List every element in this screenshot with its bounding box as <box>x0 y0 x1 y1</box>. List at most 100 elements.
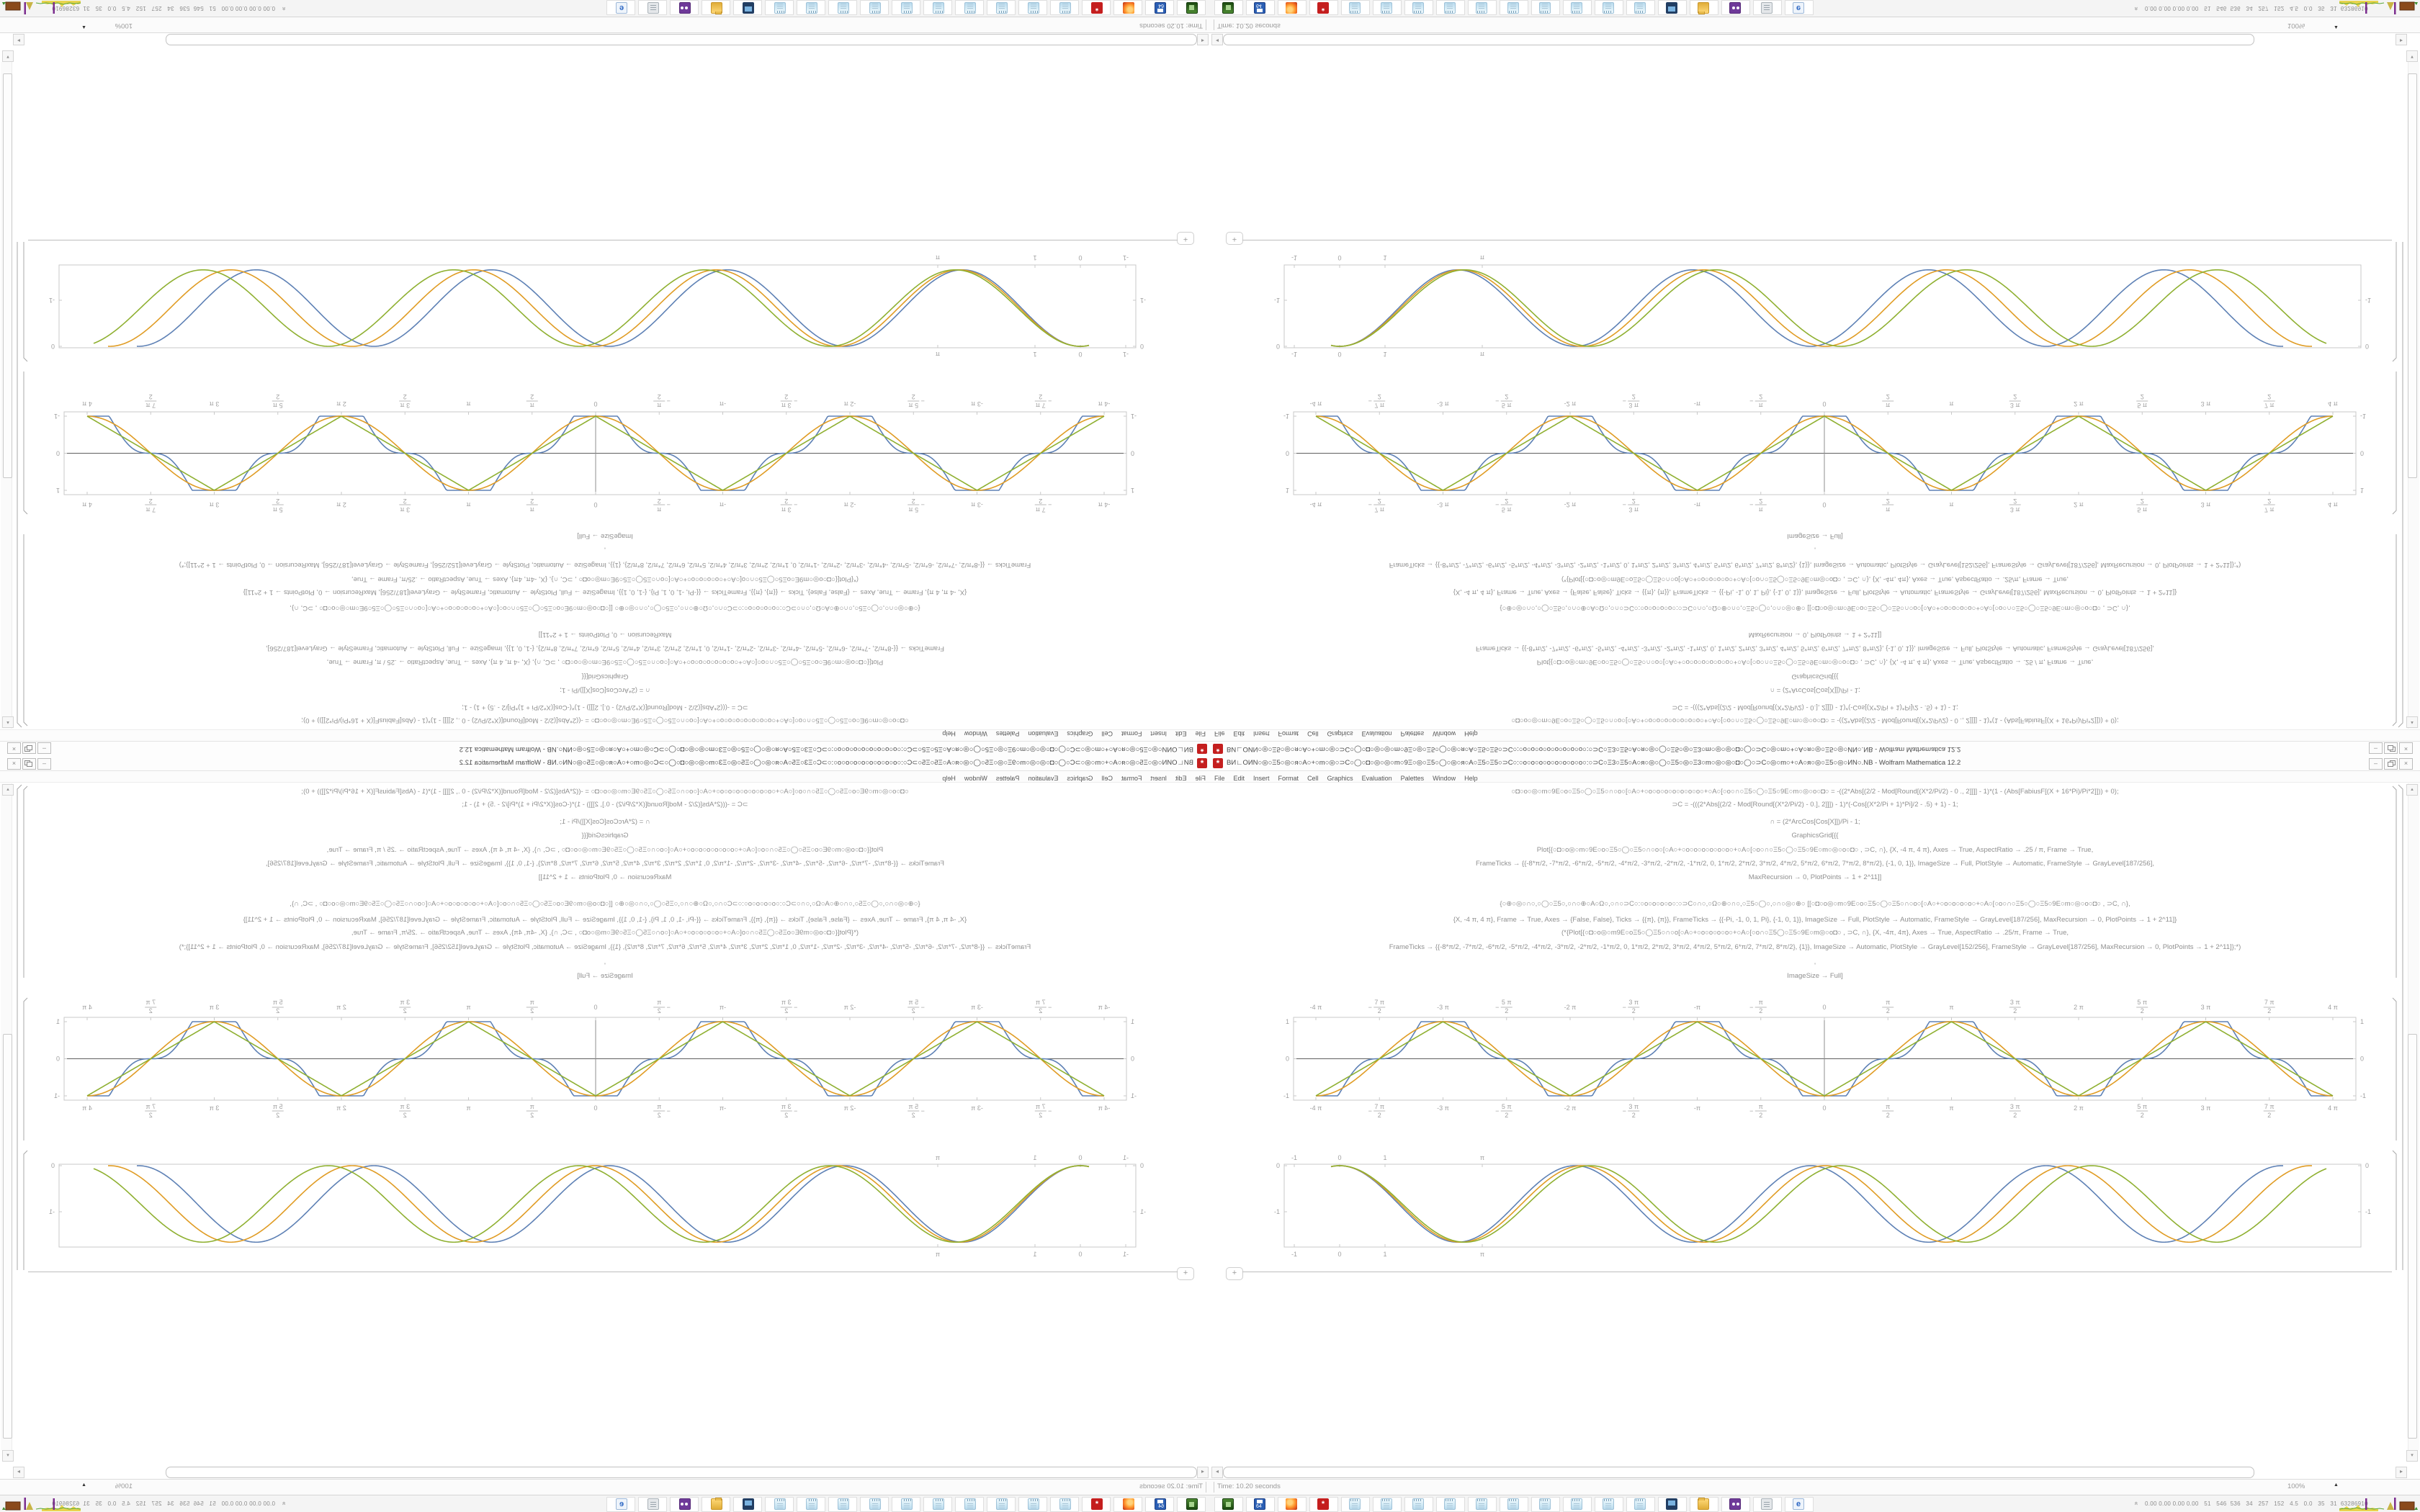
taskbar-item-explorer-blue[interactable]: e <box>1785 0 1814 15</box>
taskbar-item-owl-purple[interactable] <box>670 0 699 15</box>
minimize-button[interactable]: – <box>2369 742 2383 754</box>
taskbar-item-notebook-file[interactable] <box>797 1497 825 1512</box>
taskbar-item-notebook-file[interactable] <box>1468 1497 1497 1512</box>
window-title-bar[interactable]: * BИ∟ОИΝ○◎○Ξ5○◎○я○A○+○m○◎○⊃C○◯○◘○◎○◎○m○9… <box>0 741 1210 756</box>
taskbar-item-firefox-browser[interactable] <box>1278 0 1307 15</box>
code-line[interactable]: (*{Plot[{○◘○o◎○m9Ε○oΞ5○◯Ξ5○∩○o[○Α○+○o○o○… <box>351 929 859 937</box>
vertical-scrollbar-thumb[interactable] <box>2408 1034 2417 1439</box>
menu-item-cell[interactable]: Cell <box>1101 775 1113 782</box>
taskbar-item-notebook-file[interactable] <box>1563 0 1592 15</box>
code-line[interactable]: ○◘○o○◎○m○9Ε○o○Ξ5○◯○Ξ5○∩○o○[○Α○+○o○o○o○o○… <box>1511 716 2119 724</box>
menu-item-file[interactable]: File <box>1195 730 1206 737</box>
taskbar-item-folder-yellow[interactable] <box>1690 1497 1718 1512</box>
menu-item-graphics[interactable]: Graphics <box>1067 730 1093 737</box>
code-line[interactable]: ∩ = (2*ArcCos[Cos[X]])/Pi - 1; <box>560 818 650 826</box>
taskbar-item-explorer-blue[interactable]: e <box>1785 1497 1814 1512</box>
minimize-button[interactable]: – <box>2369 758 2383 770</box>
minimize-button[interactable]: – <box>37 758 51 770</box>
code-line[interactable]: {X, -4 π, 4 π}, Frame → True, Axes → {Fa… <box>243 916 967 924</box>
taskbar-item-notebook-file[interactable] <box>860 1497 889 1512</box>
taskbar-item-floppy-64[interactable] <box>1145 0 1174 15</box>
code-line[interactable]: MaxRecursion → 0, PlotPoints → 1 + 2^11]… <box>538 873 672 881</box>
code-line[interactable]: MaxRecursion → 0, PlotPoints → 1 + 2^11]… <box>1748 873 1882 881</box>
vertical-scrollbar[interactable]: ▴ ▾ <box>1 783 14 1462</box>
menu-item-format[interactable]: Format <box>1278 775 1299 782</box>
taskbar-item-notebook-file[interactable] <box>828 1497 857 1512</box>
menu-item-file[interactable]: File <box>1195 775 1206 782</box>
code-line[interactable]: GraphicsGrid[{{ <box>1791 832 1839 840</box>
vertical-scrollbar[interactable]: ▴ ▾ <box>2406 50 2419 729</box>
menu-item-window[interactable]: Window <box>1433 775 1456 782</box>
taskbar-item-mathematica[interactable]: * <box>1082 0 1111 15</box>
code-line[interactable]: MaxRecursion → 0, PlotPoints → 1 + 2^11]… <box>1748 631 1882 639</box>
code-line[interactable]: FrameTicks → {{-8*π/2, -7*π/2, -6*π/2, -… <box>179 561 1031 569</box>
scroll-left-arrow[interactable]: ◂ <box>1197 1467 1209 1478</box>
taskbar-item-notebook-file[interactable] <box>1373 0 1402 15</box>
code-line[interactable]: ○◘○o○◎○m○9Ε○o○Ξ5○◯○Ξ5○∩○o○[○Α○+○o○o○o○o○… <box>301 788 909 796</box>
scroll-right-arrow[interactable]: ▸ <box>13 34 24 45</box>
horizontal-scrollbar[interactable]: ◂ ▸ <box>0 1466 1210 1479</box>
code-line[interactable]: {X, -4 π, 4 π}, Frame → True, Axes → {Fa… <box>1453 916 2177 924</box>
vertical-scrollbar-thumb[interactable] <box>3 1034 12 1439</box>
horizontal-scrollbar[interactable]: ◂ ▸ <box>1210 1466 2420 1479</box>
code-line[interactable]: (*{Plot[{○◘○o◎○m9Ε○oΞ5○◯Ξ5○∩○o[○Α○+○o○o○… <box>1561 929 2069 937</box>
magnification-value[interactable]: 100% <box>2287 22 2305 30</box>
menu-item-file[interactable]: File <box>1214 730 1225 737</box>
menu-item-window[interactable]: Window <box>964 775 987 782</box>
horizontal-scrollbar-thumb[interactable] <box>166 34 1197 45</box>
tray-expand-icon[interactable]: « <box>279 1501 287 1506</box>
scroll-up-arrow[interactable]: ▴ <box>2406 784 2418 796</box>
magnification-dropdown-icon[interactable]: ▲ <box>81 1482 86 1488</box>
magnification-value[interactable]: 100% <box>115 1482 133 1490</box>
code-line[interactable]: (*{Plot[{○◘○o◎○m9Ε○oΞ5○◯Ξ5○∩○o[○Α○+○o○o○… <box>351 575 859 583</box>
menu-item-insert[interactable]: Insert <box>1150 775 1167 782</box>
menu-item-window[interactable]: Window <box>1433 730 1456 737</box>
insert-cell-button[interactable]: + <box>1226 232 1243 245</box>
maximize-button[interactable] <box>2384 758 2398 770</box>
code-line[interactable]: Plot[{○◘○o◎○m○9Ε○o○Ξ5○◯○Ξ5○∩○o○[○Α○+○o○o… <box>326 846 884 854</box>
scroll-right-arrow[interactable]: ▸ <box>13 1467 24 1478</box>
taskbar-item-notebook-file[interactable] <box>955 0 984 15</box>
magnification-dropdown-icon[interactable]: ▲ <box>2334 24 2339 30</box>
code-line[interactable]: ImageSize → Full] <box>577 532 633 540</box>
notebook-content[interactable]: ○◘○o○◎○m○9Ε○o○Ξ5○◯○Ξ5○∩○o○[○Α○+○o○o○o○o○… <box>1210 45 2420 729</box>
code-line[interactable]: FrameTicks → {{-8*π/2, -7*π/2, -6*π/2, -… <box>1476 644 2154 652</box>
tray-expand-icon[interactable]: « <box>2133 1501 2141 1506</box>
menu-item-evaluation[interactable]: Evaluation <box>1361 775 1392 782</box>
code-line[interactable]: {○⊕○◎○∩○,○◯○Ξ5○,○∩○⊕○Α○Ω○,○∩○⊃C○:○o○o○o○… <box>1500 900 2130 908</box>
code-line[interactable]: FrameTicks → {{-8*π/2, -7*π/2, -6*π/2, -… <box>179 943 1031 951</box>
scroll-left-arrow[interactable]: ◂ <box>1197 34 1209 45</box>
taskbar-item-mathematica[interactable]: * <box>1309 0 1338 15</box>
vertical-scrollbar-thumb[interactable] <box>2408 73 2417 478</box>
taskbar-item-folder-yellow[interactable] <box>702 1497 730 1512</box>
taskbar-item-notebook-file[interactable] <box>1373 1497 1402 1512</box>
magnification-value[interactable]: 100% <box>115 22 133 30</box>
menu-item-palettes[interactable]: Palettes <box>995 730 1020 737</box>
magnification-value[interactable]: 100% <box>2287 1482 2305 1490</box>
close-button[interactable]: × <box>7 742 21 754</box>
code-line[interactable]: FrameTicks → {{-8*π/2, -7*π/2, -6*π/2, -… <box>1389 561 2241 569</box>
taskbar-item-notes-grey[interactable] <box>638 1497 667 1512</box>
code-line[interactable]: ' <box>1814 542 1816 550</box>
taskbar-item-notebook-file[interactable] <box>797 0 825 15</box>
menu-item-palettes[interactable]: Palettes <box>1400 775 1425 782</box>
taskbar-item-floppy-64[interactable] <box>1246 1497 1275 1512</box>
taskbar-item-notebook-file[interactable] <box>892 1497 920 1512</box>
taskbar-item-archive-green[interactable] <box>1214 0 1243 15</box>
taskbar-item-explorer-blue[interactable]: e <box>606 1497 635 1512</box>
taskbar-item-notes-grey[interactable] <box>638 0 667 15</box>
taskbar-item-notebook-file[interactable] <box>955 1497 984 1512</box>
taskbar-item-notebook-file[interactable] <box>860 0 889 15</box>
taskbar-item-computer-monitor[interactable] <box>733 1497 762 1512</box>
close-button[interactable]: × <box>2399 742 2413 754</box>
taskbar-item-notebook-file[interactable] <box>987 1497 1016 1512</box>
taskbar-item-notebook-file[interactable] <box>828 0 857 15</box>
code-line[interactable]: {○⊕○◎○∩○,○◯○Ξ5○,○∩○⊕○Α○Ω○,○∩○⊃C○:○o○o○o○… <box>290 900 920 908</box>
taskbar-item-mathematica[interactable]: * <box>1082 1497 1111 1512</box>
taskbar-item-firefox-browser[interactable] <box>1113 1497 1142 1512</box>
taskbar-item-notebook-file[interactable] <box>1626 1497 1655 1512</box>
taskbar-item-archive-green[interactable] <box>1177 1497 1206 1512</box>
menu-item-help[interactable]: Help <box>1464 730 1478 737</box>
menu-item-format[interactable]: Format <box>1121 775 1142 782</box>
menu-item-format[interactable]: Format <box>1121 730 1142 737</box>
